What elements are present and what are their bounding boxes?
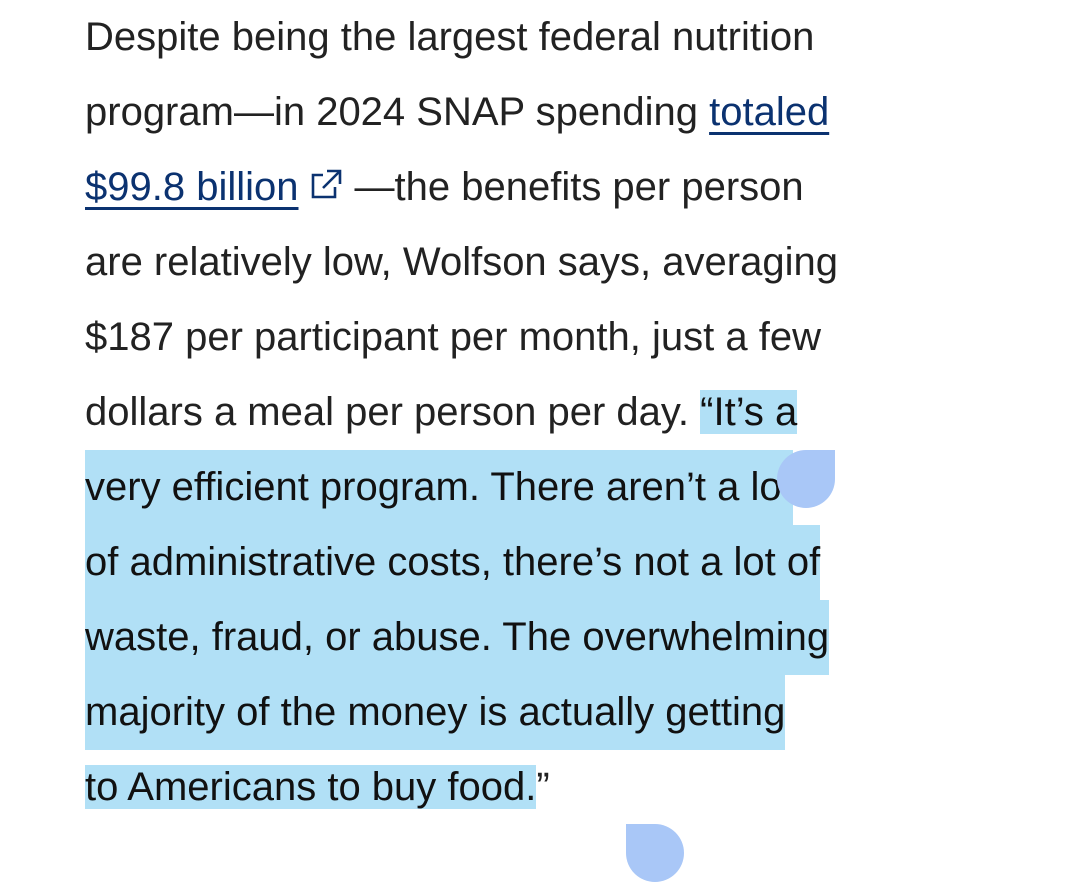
selected-quote-line[interactable]: of administrative costs, there’s not a l… xyxy=(85,525,821,600)
text-line: program—in 2024 SNAP spending totaled xyxy=(85,75,829,150)
spending-amount-link[interactable]: $99.8 billion xyxy=(85,165,299,209)
closing-quote-mark: ” xyxy=(536,765,550,809)
totaled-link[interactable]: totaled xyxy=(709,90,830,134)
text-segment: program—in 2024 SNAP spending xyxy=(85,90,710,134)
selected-quote-line[interactable]: to Americans to buy food.” xyxy=(85,750,550,825)
text-line: dollars a meal per person per day. “It’s… xyxy=(85,375,798,450)
selected-quote-text[interactable]: to Americans to buy food. xyxy=(85,765,537,809)
selection-end-handle[interactable] xyxy=(626,824,684,882)
text-segment: dollars a meal per person per day. xyxy=(85,390,701,434)
selection-start-handle[interactable] xyxy=(777,450,835,508)
text-line: are relatively low, Wolfson says, averag… xyxy=(85,225,838,300)
selected-quote-text[interactable]: “It’s a xyxy=(700,390,798,434)
text-segment: $187 per participant per month, just a f… xyxy=(85,315,821,359)
text-line: $187 per participant per month, just a f… xyxy=(85,300,821,375)
selected-quote-line[interactable]: majority of the money is actually gettin… xyxy=(85,675,786,750)
selected-quote-text[interactable]: waste, fraud, or abuse. The overwhelming xyxy=(85,615,830,659)
selected-quote-text[interactable]: very efficient program. There aren’t a l… xyxy=(85,465,793,509)
selected-quote-text[interactable]: majority of the money is actually gettin… xyxy=(85,690,786,734)
text-segment: are relatively low, Wolfson says, averag… xyxy=(85,240,838,284)
text-line: Despite being the largest federal nutrit… xyxy=(85,0,814,75)
text-segment: Despite being the largest federal nutrit… xyxy=(85,15,815,59)
text-segment: —the benefits per person xyxy=(354,165,804,209)
external-link-icon[interactable] xyxy=(307,154,347,199)
selected-quote-line[interactable]: very efficient program. There aren’t a l… xyxy=(85,450,793,525)
selected-quote-line[interactable]: waste, fraud, or abuse. The overwhelming xyxy=(85,600,830,675)
text-line: $99.8 billion —the benefits per person xyxy=(85,150,804,225)
selected-quote-text[interactable]: of administrative costs, there’s not a l… xyxy=(85,540,821,584)
